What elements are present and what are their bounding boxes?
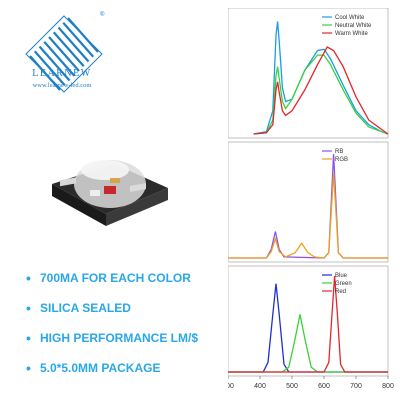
- chip-base-side-left: [52, 184, 106, 226]
- logo-stripe: [43, 41, 76, 77]
- series-line-warm-white: [253, 46, 389, 135]
- chip-die-white: [90, 190, 100, 196]
- legend-label: Warm White: [335, 31, 368, 37]
- brand-url: www.learnew-led.com: [32, 82, 92, 89]
- feature-text: SILICA SEALED: [40, 301, 131, 315]
- logo-stripe: [67, 17, 99, 53]
- series-line-neutral-white: [253, 54, 389, 135]
- legend-label: Cool White: [335, 15, 365, 21]
- legend-label: RGB: [335, 157, 348, 163]
- logo-stripe: [29, 55, 61, 91]
- legend-label: Blue: [335, 273, 348, 279]
- x-tick-label: 700: [350, 383, 362, 390]
- diamond-logo-icon: [25, 15, 103, 93]
- feature-text: 5.0*5.0MM PACKAGE: [40, 361, 161, 375]
- x-tick-label: 300: [228, 383, 234, 390]
- chip-dome-highlight: [81, 160, 129, 180]
- feature-list: • 700MA FOR EACH COLOR • SILICA SEALED • HI…: [26, 270, 198, 390]
- series-line-rgb: [228, 173, 388, 259]
- logo-stripe: [48, 36, 80, 72]
- feature-text: HIGH PERFORMANCE LM/$: [40, 331, 199, 345]
- legend-label: Red: [335, 289, 346, 295]
- x-tick-label: 500: [286, 383, 298, 390]
- registered-mark: ®: [100, 12, 105, 18]
- bullet-dot-icon: •: [26, 300, 31, 316]
- bullet-dot-icon: •: [26, 360, 31, 376]
- logo-stripe: [38, 45, 71, 82]
- series-line-red: [228, 275, 388, 373]
- bullet-dot-icon: •: [26, 330, 31, 346]
- chip-base-side-right: [106, 188, 168, 226]
- logo-stripe: [62, 22, 95, 58]
- feature-item: • HIGH PERFORMANCE LM/$: [26, 330, 198, 360]
- series-line-green: [228, 314, 388, 373]
- feature-item: • 700MA FOR EACH COLOR: [26, 270, 198, 300]
- feature-item: • 5.0*5.0MM PACKAGE: [26, 360, 198, 390]
- x-tick-label: 800: [382, 383, 394, 390]
- logo-stripe: [57, 26, 90, 63]
- chip-pad-left: [60, 177, 76, 187]
- feature-item: • SILICA SEALED: [26, 300, 198, 330]
- feature-text: 700MA FOR EACH COLOR: [40, 271, 191, 285]
- logo-stripe: [52, 31, 85, 67]
- chip-die-red: [104, 186, 116, 194]
- legend-label: Neutral White: [335, 23, 372, 29]
- chip-die-yellow: [110, 178, 120, 183]
- bullet-dot-icon: •: [26, 270, 31, 286]
- series-line-blue: [228, 283, 388, 373]
- logo-stripe: [33, 50, 66, 86]
- legend-label: RB: [335, 149, 343, 155]
- x-tick-label: 600: [318, 383, 330, 390]
- x-tick-label: 400: [254, 383, 266, 390]
- chart-panel-frame: [228, 141, 389, 263]
- legend-label: Green: [335, 281, 352, 287]
- led-chip-illustration: [52, 160, 168, 226]
- learnew-logo: [25, 15, 103, 93]
- chart-panel-frame: [228, 265, 389, 377]
- brand-name: LEARNEW: [32, 68, 92, 79]
- spectrum-charts: Cool White Neutral White Warm White RB RGB Bl…: [228, 8, 394, 390]
